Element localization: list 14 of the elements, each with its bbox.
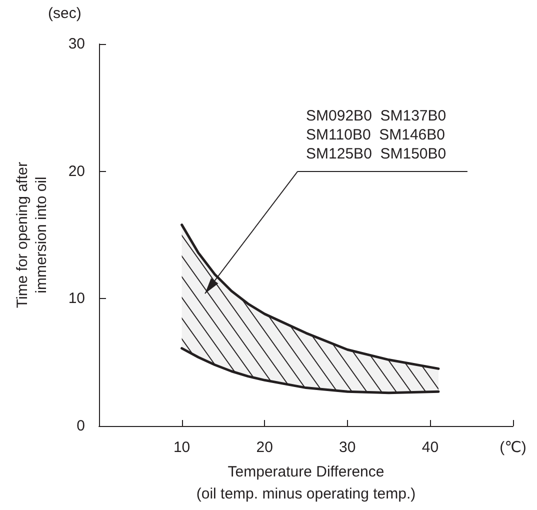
x-tick-label: 10 (173, 439, 190, 456)
y-tick-label: 0 (76, 418, 85, 434)
x-tick-label: (℃) (500, 439, 526, 456)
y-axis-title: Time for opening after immersion into oil (14, 162, 50, 308)
x-axis-title: Temperature Difference (oil temp. minus operating temp.) (196, 464, 416, 502)
text: (sec) (48, 5, 82, 22)
annotation: SM092B0 SM137B0 SM110B0 SM146B0 SM125B0 SM150B0 (306, 107, 446, 162)
x-tick-label: 20 (256, 439, 273, 456)
x-tick-label: 40 (422, 439, 439, 456)
x-tick-label: 30 (339, 439, 356, 456)
y-tick-label: 10 (68, 290, 85, 308)
y-tick-label: 20 (68, 162, 85, 180)
line-series (180, 347, 440, 394)
y-tick-label: 30 (68, 36, 85, 52)
